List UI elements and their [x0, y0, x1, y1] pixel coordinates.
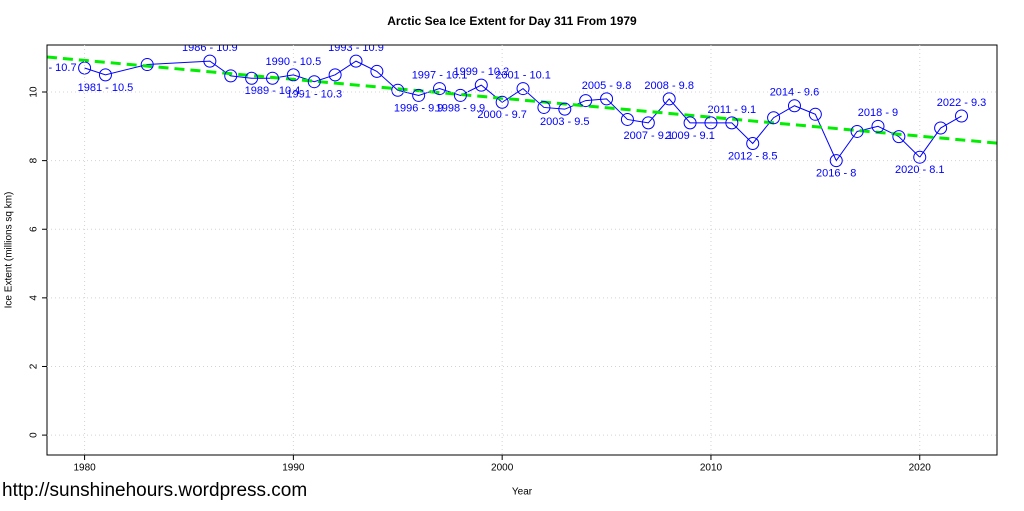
data-point: [620, 112, 634, 126]
data-point: [892, 130, 906, 144]
data-point: [850, 124, 864, 138]
x-tick-label: 1980: [73, 463, 96, 474]
x-axis-label: Year: [512, 487, 533, 498]
chart-title: Arctic Sea Ice Extent for Day 311 From 1…: [387, 14, 637, 28]
y-tick-label: 8: [29, 157, 40, 163]
x-tick-label: 1990: [282, 463, 305, 474]
data-point: [913, 150, 927, 164]
data-point: [767, 111, 781, 125]
data-label: 2000 - 9.7: [477, 109, 527, 121]
data-point: [433, 82, 447, 96]
data-point: [391, 83, 405, 97]
data-point: [934, 121, 948, 135]
data-point: [328, 68, 342, 82]
data-point: [704, 116, 718, 130]
y-tick-label: 2: [29, 363, 40, 369]
plot-frame: [46, 44, 998, 456]
data-label: 2018 - 9: [858, 107, 898, 119]
data-point: [871, 119, 885, 133]
data-point: [98, 68, 112, 82]
data-point: [286, 68, 300, 82]
data-label: 1999 - 10.2: [453, 66, 509, 78]
data-label: 2003 - 9.5: [540, 116, 590, 128]
data-point: [683, 116, 697, 130]
data-label: 1989 - 10.4: [245, 85, 301, 97]
data-point: [558, 102, 572, 116]
data-label: 1996 - 9.9: [394, 102, 444, 114]
data-point: [453, 88, 467, 102]
data-point: [245, 71, 259, 85]
data-point: [829, 154, 843, 168]
data-point: [349, 54, 363, 68]
source-url: http://sunshinehours.wordpress.com: [2, 480, 307, 501]
data-label: 1981 - 10.5: [78, 82, 134, 94]
y-tick-label: 10: [29, 86, 40, 98]
data-point: [808, 107, 822, 121]
data-label: 2009 - 9.1: [665, 130, 715, 142]
y-tick-label: 6: [29, 226, 40, 232]
data-point: [725, 116, 739, 130]
data-label: 1998 - 9.9: [436, 102, 486, 114]
data-label: 1980 - 10.7: [21, 62, 77, 74]
data-point: [474, 78, 488, 92]
data-point: [537, 100, 551, 114]
data-label: 2014 - 9.6: [770, 87, 820, 99]
data-point: [787, 99, 801, 113]
data-point: [641, 116, 655, 130]
data-label: 2022 - 9.3: [937, 97, 987, 109]
x-tick-label: 2010: [700, 463, 723, 474]
data-point: [370, 64, 384, 78]
y-tick-label: 4: [29, 295, 40, 301]
data-line: [84, 60, 962, 162]
data-point: [746, 136, 760, 150]
data-point: [579, 94, 593, 108]
y-tick-label: 0: [29, 432, 40, 438]
data-label: 2011 - 9.1: [707, 104, 756, 116]
data-point: [140, 58, 154, 72]
data-label: 2005 - 9.8: [582, 80, 632, 92]
data-label: 2012 - 8.5: [728, 150, 778, 162]
data-label: 2016 - 8: [816, 168, 856, 180]
data-label: 2008 - 9.8: [644, 80, 694, 92]
data-point: [265, 71, 279, 85]
data-label: 1997 - 10.1: [412, 69, 468, 81]
data-point: [224, 69, 238, 83]
data-point: [203, 54, 217, 68]
y-axis-label: Ice Extent (millions sq km): [4, 192, 15, 309]
data-label: 1993 - 10.9: [328, 42, 384, 54]
data-point: [955, 109, 969, 123]
data-point: [516, 82, 530, 96]
data-label: 1986 - 10.9: [182, 42, 238, 54]
data-label: 2001 - 10.1: [495, 69, 551, 81]
data-point: [495, 95, 509, 109]
x-tick-label: 2020: [909, 463, 932, 474]
data-point: [662, 92, 676, 106]
data-point: [412, 88, 426, 102]
data-label: 2007 - 9.1: [624, 130, 674, 142]
data-point: [600, 92, 614, 106]
data-label: 1991 - 10.3: [286, 89, 342, 101]
data-label: 2020 - 8.1: [895, 164, 945, 176]
data-point: [307, 75, 321, 89]
x-tick-label: 2000: [491, 463, 514, 474]
